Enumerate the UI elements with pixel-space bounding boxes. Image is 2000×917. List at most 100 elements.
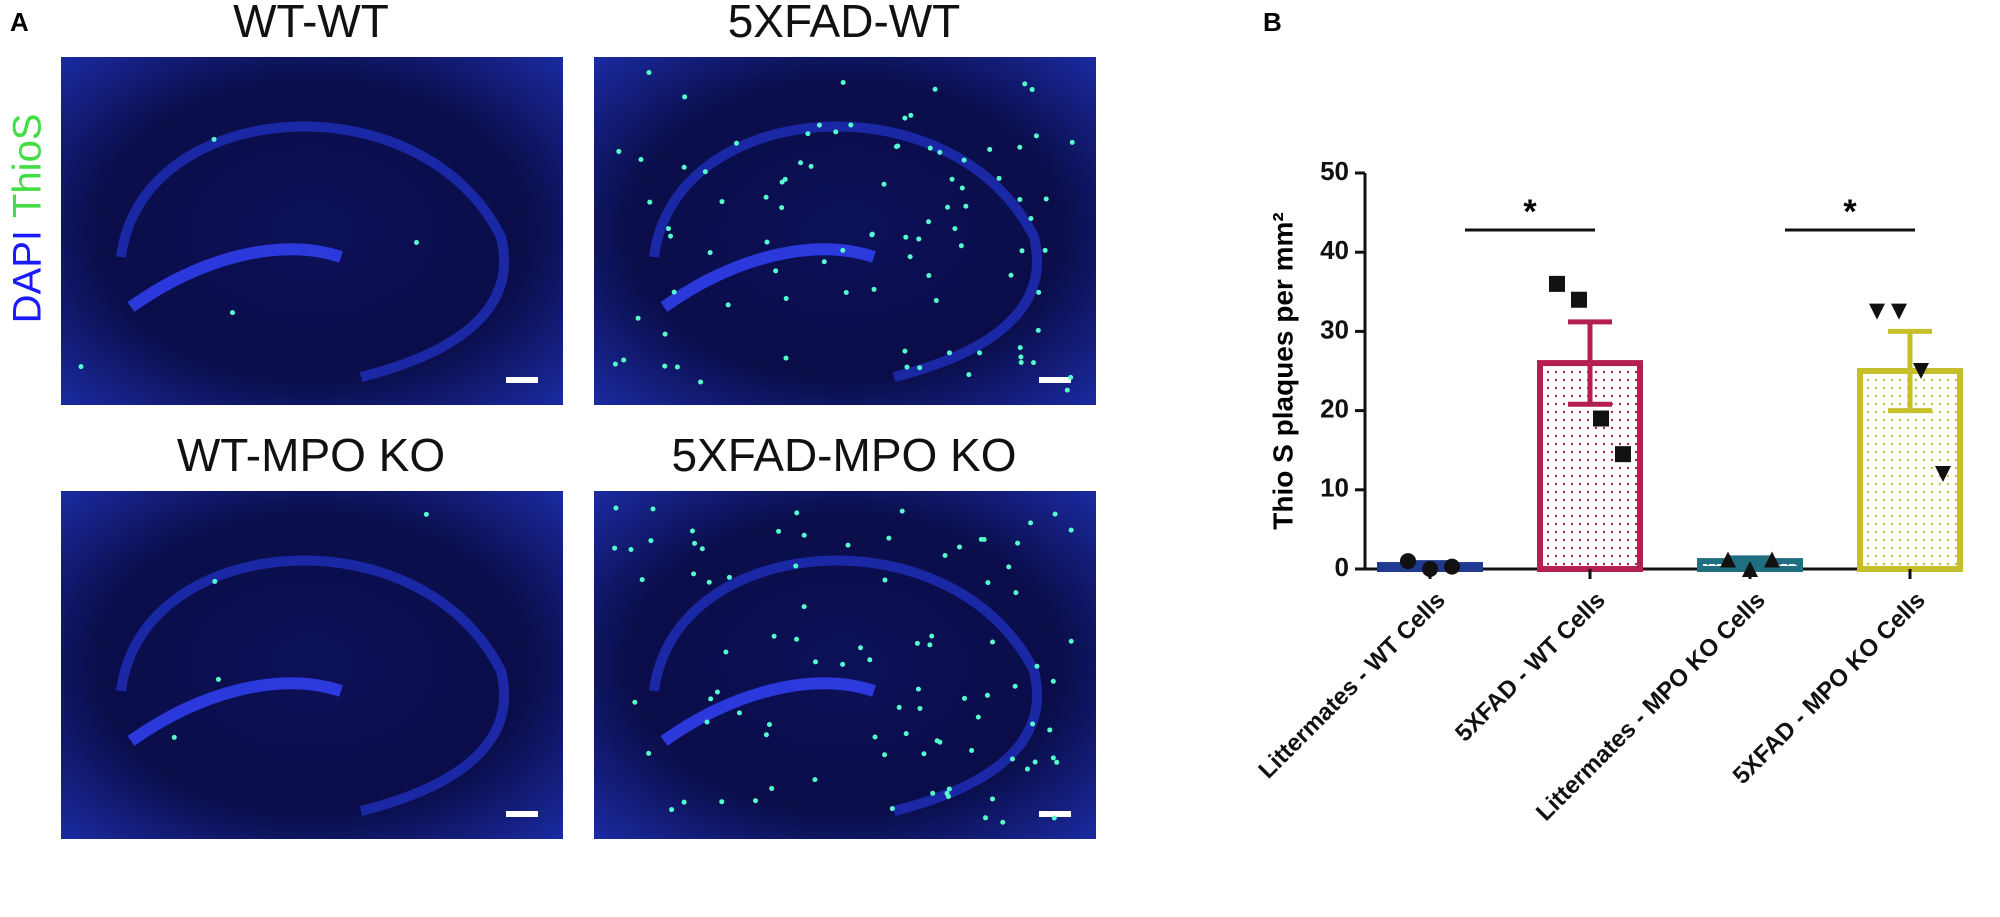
micrographs	[61, 57, 1096, 839]
dentate-gyrus	[127, 243, 343, 312]
plaque	[1036, 289, 1042, 295]
plaque	[945, 794, 951, 800]
plaque	[621, 357, 627, 363]
plaque	[958, 243, 964, 249]
plaque	[798, 160, 804, 166]
scale-bar	[506, 811, 538, 817]
plaque	[707, 250, 713, 256]
tissue-layer	[116, 121, 510, 382]
plaque	[952, 226, 958, 232]
plaque	[764, 239, 770, 245]
x-tick-label: 5XFAD - WT Cells	[1450, 587, 1611, 748]
plaque	[702, 169, 708, 175]
plaque	[983, 815, 989, 821]
y-tick-label: 0	[1335, 552, 1349, 582]
plaque	[669, 807, 675, 813]
plaque	[990, 796, 996, 802]
plaque	[934, 738, 940, 744]
plaque	[714, 689, 720, 695]
significance-star: *	[1843, 193, 1857, 231]
tissue-layer	[649, 121, 1043, 382]
plaque	[1017, 196, 1023, 202]
plaque	[647, 199, 653, 205]
plaque	[763, 732, 769, 738]
plaque	[1043, 196, 1049, 202]
plaque	[977, 350, 983, 356]
plaque	[840, 661, 846, 667]
plaque	[1024, 766, 1030, 772]
plaque	[889, 806, 895, 812]
plaque	[723, 649, 729, 655]
stain-label-dapi: DAPI	[6, 230, 50, 323]
plaque	[801, 604, 807, 610]
plaque	[171, 734, 177, 740]
plaque	[704, 719, 710, 725]
plaque	[736, 710, 742, 716]
plaque	[646, 750, 652, 756]
plaque	[783, 296, 789, 302]
plaque	[1034, 663, 1040, 669]
plaque	[632, 699, 638, 705]
plaque	[872, 734, 878, 740]
plaque	[981, 536, 987, 542]
plaque	[805, 131, 811, 137]
plaque	[1013, 590, 1019, 596]
plaque	[903, 731, 909, 737]
plaque	[779, 205, 785, 211]
y-tick-label: 50	[1320, 156, 1349, 186]
micrograph	[61, 57, 563, 405]
plaque	[682, 94, 688, 100]
plaque	[840, 79, 846, 85]
plaque	[613, 505, 619, 511]
plaque	[930, 790, 936, 796]
plaque	[766, 722, 772, 728]
panel-label: A	[10, 7, 29, 37]
plaque	[927, 145, 933, 151]
plaque	[628, 547, 634, 553]
plaque	[975, 714, 981, 720]
plaque	[843, 289, 849, 295]
plaque	[896, 704, 902, 710]
plaque	[915, 686, 921, 692]
plaque	[681, 799, 687, 805]
tissue-layer	[116, 555, 510, 816]
plaque	[699, 546, 705, 552]
plaque	[926, 272, 932, 278]
plaque	[638, 157, 644, 163]
plaque	[229, 310, 235, 316]
plaque	[908, 112, 914, 118]
plaque	[215, 676, 221, 682]
plaque	[1018, 354, 1024, 360]
plaque	[698, 379, 704, 385]
plaque	[1015, 540, 1021, 546]
plaque	[916, 236, 922, 242]
plaque	[881, 181, 887, 187]
tissue-layer	[649, 555, 1043, 816]
significance-star: *	[1523, 193, 1537, 231]
plaque	[1029, 87, 1035, 93]
plaque	[793, 563, 799, 569]
plaque	[821, 259, 827, 265]
plaque	[845, 542, 851, 548]
micrograph	[594, 57, 1096, 405]
stain-label-thios: ThioS	[6, 114, 50, 219]
plaque	[929, 633, 935, 639]
data-point	[1615, 446, 1631, 463]
plaque	[1006, 564, 1012, 570]
plaque	[945, 204, 951, 210]
plaque	[1054, 759, 1060, 765]
plaque	[882, 577, 888, 583]
plaque	[674, 364, 680, 370]
plaque	[794, 636, 800, 642]
plaque	[961, 157, 967, 163]
plaque	[813, 659, 819, 665]
data-point	[1400, 553, 1416, 570]
plaque	[957, 544, 963, 550]
plaque	[763, 194, 769, 200]
plaque	[1032, 759, 1038, 765]
plaque	[895, 143, 901, 149]
scale-bar	[506, 377, 538, 383]
plaque	[963, 203, 969, 209]
plaque	[946, 350, 952, 356]
y-tick-label: 10	[1320, 473, 1349, 503]
